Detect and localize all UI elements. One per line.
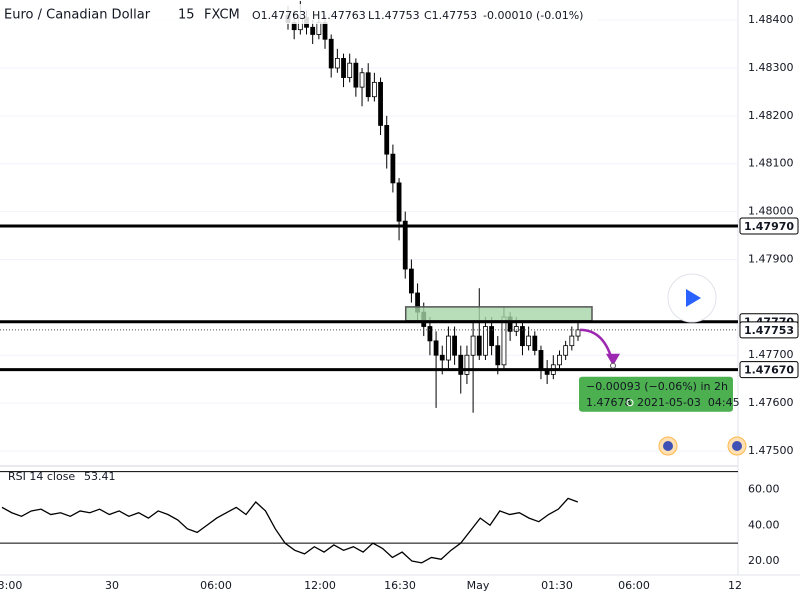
event-icon-inner <box>732 441 742 451</box>
x-tick-label: 3:00 <box>0 579 22 592</box>
candle-body <box>310 26 316 35</box>
event-icon-inner <box>663 441 673 451</box>
candle-body <box>532 335 538 351</box>
x-tick-label: 12 <box>728 579 742 592</box>
candle-body <box>483 326 488 356</box>
candle-body <box>464 354 470 375</box>
prediction-box <box>579 376 733 412</box>
symbol: Euro / Canadian Dollar <box>4 8 151 23</box>
zone <box>404 306 593 322</box>
candle-body <box>390 153 396 184</box>
rsi-value: 53.41 <box>84 470 116 483</box>
clock-icon <box>626 399 634 407</box>
level-label-box <box>739 217 799 235</box>
rsi-title: RSI 14 close <box>8 470 75 483</box>
candle-body <box>359 72 365 88</box>
ohlc-open: O1.47763 <box>252 9 306 22</box>
y-tick-label: 20.00 <box>748 554 780 567</box>
prediction-arrowhead <box>606 353 620 366</box>
x-tick-label: 16:30 <box>384 579 416 592</box>
candle-body <box>489 326 495 347</box>
candle-body <box>402 220 408 270</box>
candle-body <box>501 316 507 366</box>
candle-body <box>396 182 402 222</box>
last-price-label: 1.47753 <box>744 324 794 337</box>
header-bg <box>0 4 598 24</box>
candle-body <box>433 340 439 356</box>
x-tick-label: 01:30 <box>541 579 573 592</box>
rsi-line <box>1 497 579 564</box>
candle-body <box>495 345 501 366</box>
candle-body <box>569 335 575 347</box>
candle-body <box>557 354 562 366</box>
candle-body <box>452 335 457 356</box>
candle-body <box>520 326 525 347</box>
candle-body <box>476 335 482 356</box>
prediction-target-label: 1.47678 <box>586 396 632 409</box>
candle-body <box>378 81 383 126</box>
candle-body <box>316 22 322 35</box>
level-label: 1.47970 <box>744 220 794 233</box>
last-price-box <box>739 321 799 339</box>
interval: 15 <box>178 8 195 23</box>
candle-body <box>563 345 569 356</box>
y-tick-label: 1.47600 <box>748 396 794 409</box>
y-tick-label: 1.48300 <box>748 61 794 74</box>
candle-body <box>575 329 581 337</box>
prediction-change: −0.00093 (−0.06%) in 2h <box>586 380 728 393</box>
prediction-time: 2021-05-03 04:45 <box>637 396 740 409</box>
source: FXCM <box>204 8 240 23</box>
candle-body <box>470 335 476 356</box>
x-tick-label: 06:00 <box>618 579 650 592</box>
y-tick-label: 1.47500 <box>748 444 794 457</box>
candle-body <box>446 335 451 361</box>
level-label-box <box>739 361 799 379</box>
candle-body <box>365 72 371 98</box>
candle-body <box>439 354 445 361</box>
marks <box>1 0 581 564</box>
y-tick-label: 1.48000 <box>748 205 794 218</box>
ohlc-low: L1.47753 <box>368 9 420 22</box>
candle-body <box>458 354 464 375</box>
change: -0.00010 (-0.01%) <box>483 9 583 22</box>
candle-body <box>526 335 532 347</box>
candle-body <box>322 22 328 40</box>
candle-body <box>334 58 340 69</box>
candle-body <box>353 62 359 88</box>
y-tick-label: 1.47900 <box>748 252 794 265</box>
y-tick-label: 1.48400 <box>748 13 794 26</box>
candle-body <box>513 326 519 332</box>
ohlc-close: C1.47753 <box>424 9 477 22</box>
y-tick-label: 40.00 <box>748 518 780 531</box>
candle-body <box>341 58 346 78</box>
y-tick-label: 60.00 <box>748 482 780 495</box>
candle-body <box>384 125 390 155</box>
y-tick-label: 1.47700 <box>748 348 794 361</box>
x-tick-label: 06:00 <box>200 579 232 592</box>
candle-body <box>347 62 353 78</box>
candle-body <box>408 268 414 294</box>
x-tick-label: 12:00 <box>304 579 336 592</box>
x-tick-label: May <box>467 579 490 592</box>
ohlc-high: H1.47763 <box>312 9 366 22</box>
y-tick-label: 1.48100 <box>748 157 794 170</box>
candle-body <box>538 350 544 370</box>
y-tick-label: 1.48200 <box>748 109 794 122</box>
candle-body <box>427 326 433 342</box>
prediction-target <box>610 362 616 369</box>
candle-body <box>371 81 377 98</box>
candle-body <box>328 38 334 69</box>
level-label: 1.47670 <box>744 364 794 377</box>
x-tick-label: 30 <box>105 579 119 592</box>
play-icon <box>686 289 701 307</box>
